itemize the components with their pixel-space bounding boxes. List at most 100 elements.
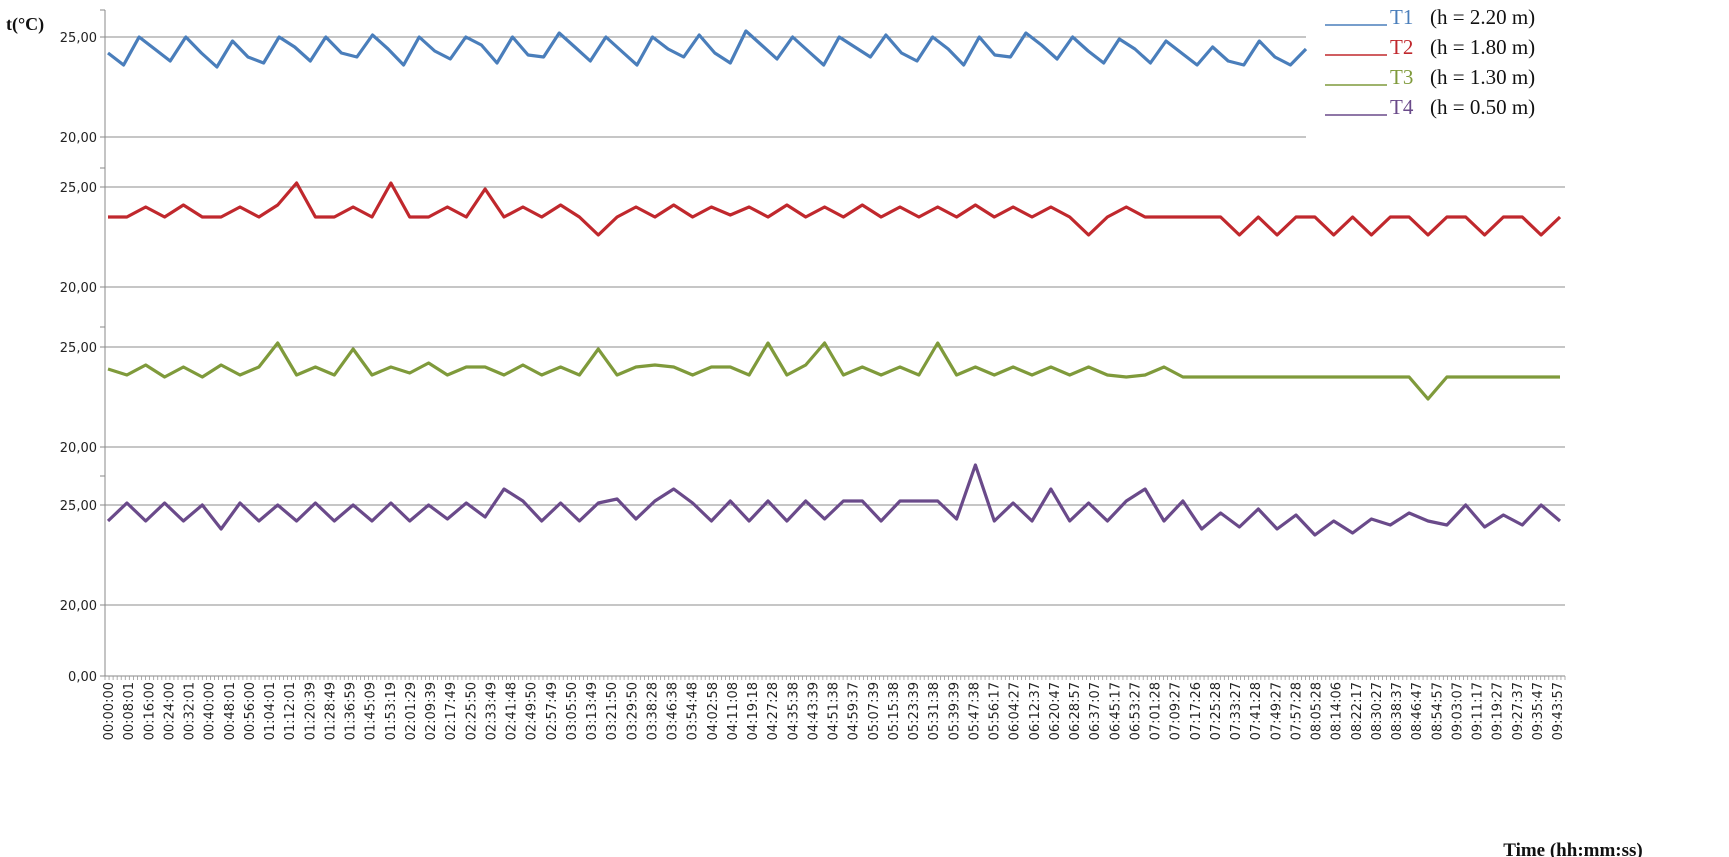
x-tick-label: 00:56:00 [243, 682, 258, 740]
y-tick-label: 25,00 [60, 181, 97, 196]
series-line-t1 [107, 29, 1308, 69]
x-tick-label: 07:25:28 [1209, 682, 1224, 740]
x-tick-label: 00:48:01 [223, 682, 238, 740]
x-tick-label: 03:05:50 [565, 682, 580, 740]
x-tick-label: 07:17:26 [1189, 682, 1204, 740]
series-line-t3 [107, 341, 1560, 401]
x-tick-label: 05:31:38 [927, 682, 942, 740]
x-tick-label: 07:09:27 [1169, 682, 1184, 740]
legend-series-label: (h = 1.80 m) [1430, 35, 1535, 59]
x-tick-label: 08:14:06 [1330, 682, 1345, 740]
x-tick-label: 09:11:17 [1471, 682, 1486, 740]
x-tick-label: 01:04:01 [263, 682, 278, 740]
x-tick-label: 01:12:01 [283, 682, 298, 740]
axes: t(°C) Time (hh:mm:ss) [6, 14, 1643, 857]
x-tick-label: 01:36:59 [344, 682, 359, 740]
x-tick-label: 00:32:01 [183, 682, 198, 740]
x-tick-label: 01:28:49 [323, 682, 338, 740]
y-axis-title: t(°C) [6, 14, 44, 35]
gridlines [100, 9, 1566, 680]
x-tick-label: 03:54:48 [686, 682, 701, 740]
y-tick-label: 20,00 [60, 281, 97, 296]
x-tick-label: 00:40:00 [203, 682, 218, 740]
x-tick-label: 05:23:39 [907, 682, 922, 740]
x-tick-label: 04:02:58 [706, 682, 721, 740]
x-tick-label: 08:22:17 [1350, 682, 1365, 740]
x-tick-label: 05:15:38 [887, 682, 902, 740]
y-tick-label: 20,00 [60, 441, 97, 456]
legend-series-name: T1 [1390, 5, 1413, 29]
x-tick-label: 07:01:28 [1149, 682, 1164, 740]
y-tick-label: 0,00 [68, 670, 97, 685]
x-tick-label: 05:47:38 [967, 682, 982, 740]
x-tick-label: 04:43:39 [806, 682, 821, 740]
x-tick-label: 02:25:50 [464, 682, 479, 740]
x-tick-label: 06:28:57 [1068, 682, 1083, 740]
x-tick-label: 06:45:17 [1108, 682, 1123, 740]
x-tick-label: 09:27:37 [1511, 682, 1526, 740]
x-tick-label: 02:17:49 [444, 682, 459, 740]
series-lines [106, 29, 1562, 537]
x-tick-label: 06:12:37 [1028, 682, 1043, 740]
legend-series-name: T2 [1390, 35, 1413, 59]
x-tick-label: 00:16:00 [142, 682, 157, 740]
x-tick-label: 03:46:38 [666, 682, 681, 740]
y-tick-label: 25,00 [60, 341, 97, 356]
x-tick-label: 07:33:27 [1229, 682, 1244, 740]
legend-series-name: T4 [1390, 95, 1414, 119]
x-tick-label: 07:57:28 [1289, 682, 1304, 740]
x-tick-label: 08:05:28 [1310, 682, 1325, 740]
x-tick-label: 07:49:27 [1269, 682, 1284, 740]
x-tick-label: 04:51:38 [827, 682, 842, 740]
tick-labels: 20,00 25,00 20,00 25,00 20,00 25,00 0,00 20,00 2… [60, 31, 1566, 740]
x-tick-label: 08:46:47 [1410, 682, 1425, 740]
x-tick-label: 02:33:49 [484, 682, 499, 740]
x-tick-label: 05:07:39 [867, 682, 882, 740]
x-tick-label: 09:35:47 [1531, 682, 1546, 740]
x-axis-title: Time (hh:mm:ss) [1503, 840, 1643, 857]
x-tick-label: 06:20:47 [1048, 682, 1063, 740]
x-tick-label: 05:56:17 [988, 682, 1003, 740]
x-tick-label: 08:54:57 [1430, 682, 1445, 740]
x-tick-label: 04:59:37 [847, 682, 862, 740]
y-tick-label: 25,00 [60, 499, 97, 514]
x-tick-label: 02:49:50 [525, 682, 540, 740]
x-tick-label: 06:37:07 [1088, 682, 1103, 740]
x-tick-label: 09:03:07 [1450, 682, 1465, 740]
x-tick-label: 04:11:08 [726, 682, 741, 740]
x-tick-label: 09:43:57 [1551, 682, 1566, 740]
series-line-t4 [106, 463, 1562, 537]
series-line-t2 [108, 181, 1562, 237]
x-tick-label: 03:29:50 [625, 682, 640, 740]
legend-series-label: (h = 0.50 m) [1430, 95, 1535, 119]
x-tick-label: 01:45:09 [364, 682, 379, 740]
x-tick-label: 08:38:37 [1390, 682, 1405, 740]
x-tick-label: 00:24:00 [162, 682, 177, 740]
x-tick-label: 02:09:39 [424, 682, 439, 740]
x-tick-label: 03:38:28 [645, 682, 660, 740]
x-tick-label: 00:00:00 [102, 682, 117, 740]
x-tick-label: 04:27:28 [766, 682, 781, 740]
x-tick-label: 05:39:39 [947, 682, 962, 740]
y-tick-label: 20,00 [60, 599, 97, 614]
x-tick-label: 04:35:38 [786, 682, 801, 740]
x-tick-label: 03:13:49 [585, 682, 600, 740]
x-tick-label: 03:21:50 [605, 682, 620, 740]
x-tick-label: 06:04:27 [1008, 682, 1023, 740]
legend: T1 (h = 2.20 m) T2 (h = 1.80 m) T3 (h = 1.30 … [1325, 5, 1535, 119]
legend-series-label: (h = 1.30 m) [1430, 65, 1535, 89]
x-tick-label: 06:53:27 [1128, 682, 1143, 740]
legend-series-label: (h = 2.20 m) [1430, 5, 1535, 29]
x-tick-label: 01:53:19 [384, 682, 399, 740]
x-tick-label: 09:19:27 [1491, 682, 1506, 740]
x-tick-label: 04:19:18 [746, 682, 761, 740]
x-tick-label: 02:41:48 [505, 682, 520, 740]
x-tick-label: 02:57:49 [545, 682, 560, 740]
x-tick-label: 07:41:28 [1249, 682, 1264, 740]
y-tick-label: 20,00 [60, 131, 97, 146]
x-tick-label: 02:01:29 [404, 682, 419, 740]
legend-series-name: T3 [1390, 65, 1413, 89]
x-tick-label: 08:30:27 [1370, 682, 1385, 740]
x-tick-label: 00:08:01 [122, 682, 137, 740]
